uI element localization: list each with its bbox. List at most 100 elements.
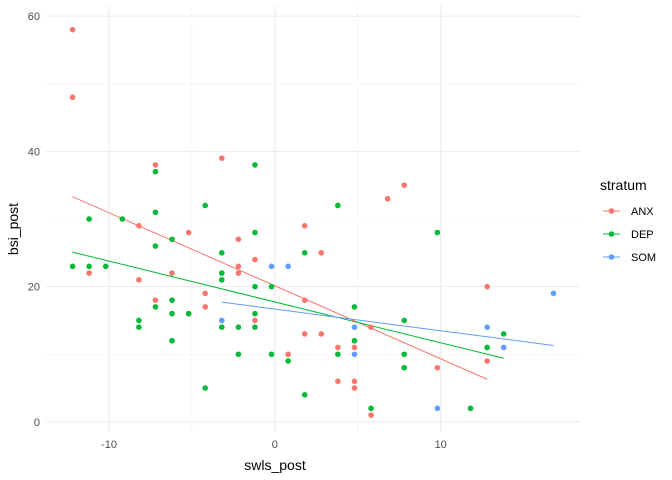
data-point-dep: [235, 351, 242, 358]
data-point-dep: [484, 344, 490, 351]
data-point-dep: [152, 168, 159, 175]
data-point-dep: [335, 351, 341, 358]
data-point-dep: [102, 263, 109, 270]
legend-key-point-som: [608, 254, 615, 260]
axis-ticks: -10 0 10 0 20 40 60: [28, 11, 447, 451]
data-point-anx: [285, 351, 291, 358]
data-point-anx: [318, 331, 325, 337]
legend-label-anx: ANX: [631, 206, 654, 218]
data-point-dep: [119, 216, 126, 222]
data-point-dep: [434, 229, 441, 236]
data-point-anx: [252, 317, 258, 324]
data-point-dep: [252, 310, 258, 317]
trend-line-anx: [72, 196, 488, 380]
data-point-dep: [401, 364, 408, 371]
data-points: [69, 26, 557, 418]
data-point-dep: [152, 243, 159, 249]
data-point-anx: [169, 270, 175, 276]
data-point-anx: [301, 297, 308, 303]
data-point-anx: [152, 162, 159, 168]
data-point-dep: [351, 337, 358, 344]
data-point-anx: [235, 263, 242, 270]
data-point-anx: [301, 222, 308, 229]
data-point-anx: [384, 195, 391, 202]
data-point-dep: [69, 263, 76, 270]
data-point-dep: [401, 317, 408, 324]
y-tick-label: 60: [28, 11, 40, 23]
data-point-dep: [285, 358, 291, 364]
data-point-dep: [169, 337, 175, 344]
trend-lines: [72, 196, 554, 380]
data-point-anx: [202, 290, 209, 297]
data-point-som: [434, 405, 441, 412]
data-point-som: [550, 290, 557, 297]
legend-title: stratum: [600, 177, 647, 193]
data-point-dep: [136, 317, 142, 324]
legend-items: ANX DEP SOM: [603, 206, 656, 264]
data-point-anx: [335, 344, 341, 351]
data-point-som: [484, 324, 490, 330]
data-point-dep: [86, 216, 92, 222]
data-point-anx: [136, 277, 142, 283]
data-point-dep: [169, 310, 175, 317]
data-point-som: [268, 263, 275, 270]
legend: stratum ANX DEP SOM: [600, 177, 656, 264]
legend-key-point-anx: [608, 208, 615, 214]
data-point-anx: [351, 344, 358, 351]
legend-label-dep: DEP: [631, 229, 654, 241]
data-point-dep: [252, 229, 258, 236]
data-point-dep: [169, 297, 175, 303]
grid: [46, 6, 580, 432]
data-point-dep: [467, 405, 474, 412]
data-point-dep: [235, 324, 242, 330]
y-tick-label: 40: [28, 146, 40, 158]
data-point-anx: [318, 250, 325, 256]
data-point-dep: [152, 304, 159, 310]
data-point-dep: [401, 351, 408, 358]
data-point-som: [285, 263, 291, 270]
data-point-dep: [152, 209, 159, 216]
data-point-dep: [301, 392, 308, 398]
x-tick-label: 10: [435, 439, 447, 451]
x-tick-label: -10: [101, 439, 117, 451]
legend-key-point-dep: [608, 231, 615, 237]
data-point-dep: [252, 162, 258, 168]
data-point-anx: [351, 378, 358, 385]
data-point-anx: [434, 364, 441, 371]
data-point-som: [500, 344, 507, 351]
data-point-dep: [252, 283, 258, 290]
data-point-anx: [368, 412, 374, 418]
data-point-dep: [368, 405, 374, 412]
data-point-anx: [152, 297, 159, 303]
data-point-som: [351, 324, 358, 330]
data-point-anx: [136, 222, 142, 229]
data-point-dep: [202, 202, 209, 209]
data-point-dep: [268, 283, 275, 290]
x-tick-label: 0: [272, 439, 278, 451]
data-point-anx: [351, 385, 358, 391]
data-point-dep: [218, 324, 225, 330]
data-point-anx: [235, 236, 242, 243]
data-point-anx: [484, 358, 490, 364]
data-point-dep: [335, 202, 341, 209]
data-point-dep: [218, 250, 225, 256]
data-point-dep: [351, 304, 358, 310]
data-point-dep: [301, 250, 308, 256]
y-tick-label: 0: [34, 417, 40, 429]
data-point-anx: [235, 270, 242, 276]
data-point-anx: [252, 256, 258, 263]
data-point-dep: [218, 277, 225, 283]
data-point-dep: [169, 236, 175, 243]
data-point-dep: [268, 351, 275, 358]
data-point-dep: [500, 331, 507, 337]
legend-label-som: SOM: [631, 252, 656, 264]
data-point-anx: [301, 331, 308, 337]
data-point-som: [218, 317, 225, 324]
trend-line-som: [221, 301, 554, 346]
x-axis-title: swls_post: [244, 457, 306, 473]
data-point-anx: [69, 26, 76, 33]
data-point-dep: [86, 263, 92, 270]
data-point-dep: [185, 310, 192, 317]
trend-line-dep: [72, 251, 504, 359]
